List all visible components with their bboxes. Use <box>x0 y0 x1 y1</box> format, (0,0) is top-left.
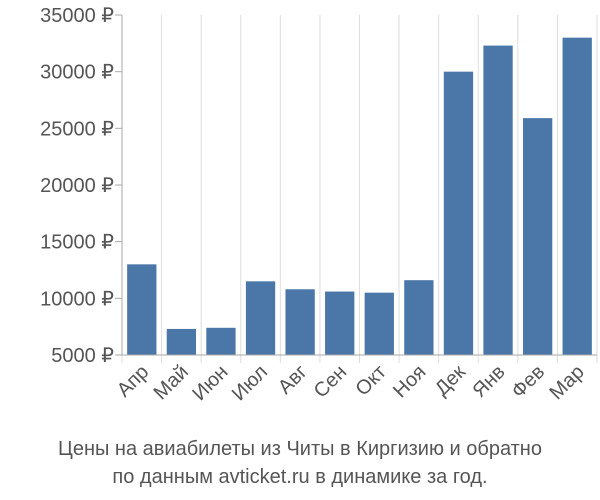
bar-10 <box>483 45 513 355</box>
x-tick-label: Июл <box>228 361 272 405</box>
y-tick-label: 30000 ₽ <box>40 62 114 84</box>
y-tick-label: 35000 ₽ <box>40 5 114 27</box>
x-tick-label: Окт <box>351 361 390 400</box>
x-tick-label: Июн <box>188 361 232 405</box>
y-tick-label: 20000 ₽ <box>40 175 114 197</box>
grid-lines <box>121 15 598 363</box>
bar-12 <box>562 37 592 356</box>
bar-9 <box>443 71 474 356</box>
bar-7 <box>364 292 394 355</box>
x-tick-label: Апр <box>113 361 154 402</box>
bar-5 <box>285 289 315 355</box>
bar-3 <box>206 327 236 355</box>
x-tick-label: Мар <box>546 361 589 404</box>
bar-6 <box>325 291 355 355</box>
bar-2 <box>166 328 197 355</box>
bar-4 <box>245 281 276 355</box>
x-tick-label: Сен <box>310 361 351 402</box>
x-tick-label: Дек <box>431 361 470 400</box>
x-tick-label: Фев <box>507 361 549 403</box>
chart-caption-line-2: по данным avticket.ru в динамике за год. <box>112 466 487 488</box>
x-tick-label: Май <box>150 361 193 404</box>
x-tick-label: Авг <box>274 361 312 399</box>
y-tick-label: 15000 ₽ <box>40 232 114 254</box>
chart-caption-line-1: Цены на авиабилеты из Читы в Киргизию и … <box>58 438 542 460</box>
bars <box>127 37 592 356</box>
bar-11 <box>522 118 553 355</box>
y-tick-label: 25000 ₽ <box>40 118 114 140</box>
y-tick-labels: 5000 ₽ 10000 ₽ 15000 ₽ 20000 ₽ 25000 ₽ 30000 … <box>40 5 114 367</box>
y-tick-label: 10000 ₽ <box>40 288 114 310</box>
x-tick-label: Янв <box>468 361 509 402</box>
bar-1 <box>127 264 157 355</box>
axes <box>115 14 597 356</box>
bar-8 <box>404 280 434 355</box>
x-tick-label: Ноя <box>389 361 430 402</box>
y-tick-label: 5000 ₽ <box>51 345 114 367</box>
